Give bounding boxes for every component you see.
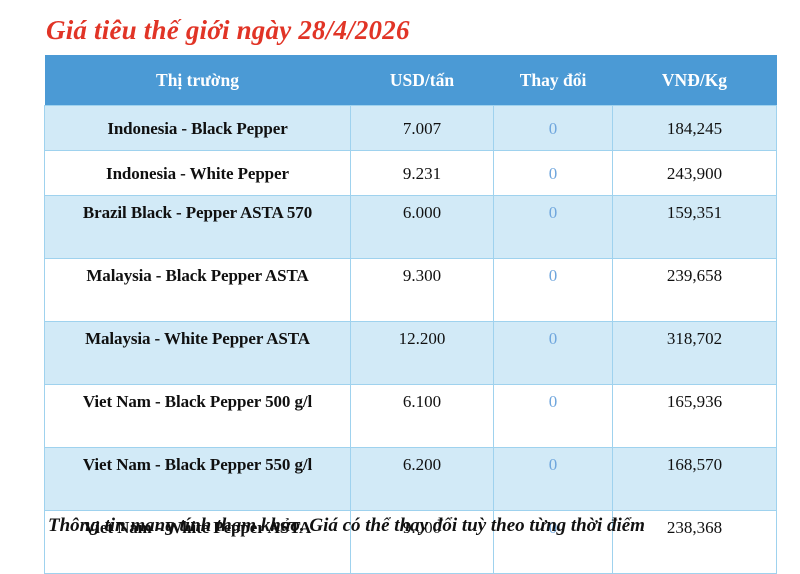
cell-usd: 6.100 xyxy=(350,384,494,448)
cell-market: Malaysia - Black Pepper ASTA xyxy=(44,258,351,322)
cell-market: Viet Nam - Black Pepper 550 g/l xyxy=(44,447,351,511)
table-row: Indonesia - White Pepper 9.231 0 243,900 xyxy=(44,150,777,196)
cell-change: 0 xyxy=(493,258,613,322)
table-row: Malaysia - Black Pepper ASTA 9.300 0 239… xyxy=(44,258,777,322)
cell-market: Malaysia - White Pepper ASTA xyxy=(44,321,351,385)
cell-change: 0 xyxy=(493,105,613,151)
cell-usd: 9.231 xyxy=(350,150,494,196)
table-row: Malaysia - White Pepper ASTA 12.200 0 31… xyxy=(44,321,777,385)
cell-usd: 7.007 xyxy=(350,105,494,151)
disclaimer-note: Thông tin mang tính tham khảo. Giá có th… xyxy=(48,515,645,536)
cell-usd: 6.200 xyxy=(350,447,494,511)
cell-change: 0 xyxy=(493,384,613,448)
cell-market: Brazil Black - Pepper ASTA 570 xyxy=(44,195,351,259)
price-table-container: Thị trường USD/tấn Thay đổi VNĐ/Kg Indon… xyxy=(44,55,777,574)
table-row: Brazil Black - Pepper ASTA 570 6.000 0 1… xyxy=(44,195,777,259)
table-row: Viet Nam - Black Pepper 550 g/l 6.200 0 … xyxy=(44,447,777,511)
table-row: Viet Nam - Black Pepper 500 g/l 6.100 0 … xyxy=(44,384,777,448)
cell-vnd: 239,658 xyxy=(612,258,777,322)
table-row: Indonesia - Black Pepper 7.007 0 184,245 xyxy=(44,105,777,151)
cell-vnd: 318,702 xyxy=(612,321,777,385)
cell-vnd: 159,351 xyxy=(612,195,777,259)
cell-vnd: 243,900 xyxy=(612,150,777,196)
cell-market: Indonesia - White Pepper xyxy=(44,150,351,196)
table-body: Indonesia - Black Pepper 7.007 0 184,245… xyxy=(44,105,777,574)
cell-vnd: 184,245 xyxy=(612,105,777,151)
cell-vnd: 168,570 xyxy=(612,447,777,511)
column-header-usd-per-ton: USD/tấn xyxy=(350,55,494,106)
page-root: Giá tiêu thế giới ngày 28/4/2026 Thị trư… xyxy=(44,15,777,574)
cell-change: 0 xyxy=(493,150,613,196)
cell-usd: 12.200 xyxy=(350,321,494,385)
table-header: Thị trường USD/tấn Thay đổi VNĐ/Kg xyxy=(44,55,777,106)
column-header-change: Thay đổi xyxy=(493,55,613,106)
column-header-market: Thị trường xyxy=(44,55,351,106)
pepper-price-table: Thị trường USD/tấn Thay đổi VNĐ/Kg Indon… xyxy=(44,55,777,574)
cell-usd: 6.000 xyxy=(350,195,494,259)
cell-usd: 9.300 xyxy=(350,258,494,322)
cell-market: Viet Nam - Black Pepper 500 g/l xyxy=(44,384,351,448)
cell-change: 0 xyxy=(493,195,613,259)
page-title: Giá tiêu thế giới ngày 28/4/2026 xyxy=(46,15,410,45)
column-header-vnd-per-kg: VNĐ/Kg xyxy=(612,55,777,106)
cell-change: 0 xyxy=(493,321,613,385)
cell-market: Indonesia - Black Pepper xyxy=(44,105,351,151)
cell-vnd: 165,936 xyxy=(612,384,777,448)
table-header-row: Thị trường USD/tấn Thay đổi VNĐ/Kg xyxy=(44,55,777,106)
cell-change: 0 xyxy=(493,447,613,511)
